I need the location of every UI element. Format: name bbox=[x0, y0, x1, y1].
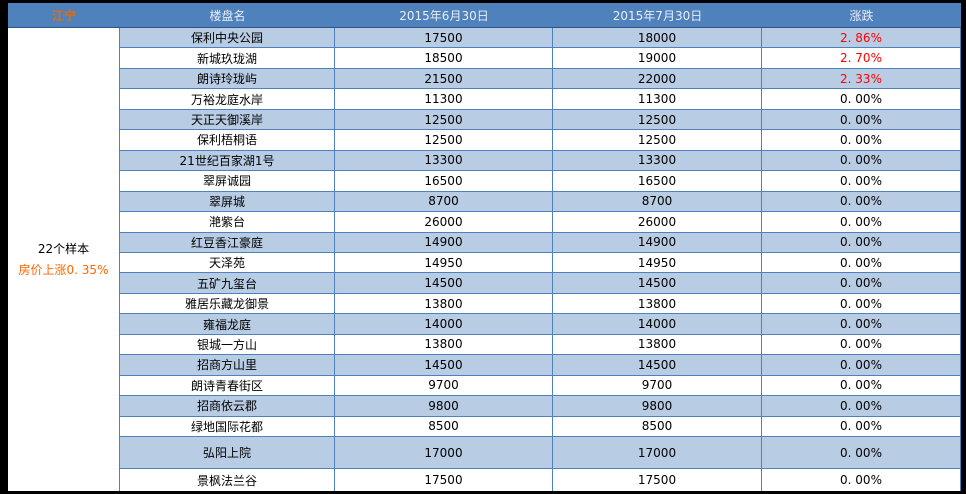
property-name-cell: 翠屏城 bbox=[120, 191, 335, 213]
change-cell: 0. 00% bbox=[762, 437, 961, 469]
price-june-cell: 12500 bbox=[335, 109, 553, 131]
change-cell: 2. 86% bbox=[762, 28, 961, 49]
price-july-cell: 8500 bbox=[553, 416, 762, 437]
change-cell: 0. 00% bbox=[762, 150, 961, 172]
price-july-cell: 13800 bbox=[553, 293, 762, 315]
change-cell: 0. 00% bbox=[762, 293, 961, 315]
property-name-cell: 天正天御溪岸 bbox=[120, 109, 335, 131]
price-july-cell: 14000 bbox=[553, 314, 762, 335]
change-cell: 0. 00% bbox=[762, 355, 961, 376]
change-cell: 0. 00% bbox=[762, 273, 961, 294]
change-cell: 0. 00% bbox=[762, 334, 961, 356]
price-july-cell: 19000 bbox=[553, 48, 762, 69]
price-june-cell: 9700 bbox=[335, 375, 553, 397]
table-grid: 江宁 楼盘名 2015年6月30日 2015年7月30日 涨跌 22个样本 房价… bbox=[8, 3, 961, 491]
price-july-cell: 16500 bbox=[553, 171, 762, 192]
price-july-cell: 13800 bbox=[553, 334, 762, 356]
price-june-cell: 8700 bbox=[335, 191, 553, 213]
property-name-cell: 保利梧桐语 bbox=[120, 130, 335, 151]
price-july-cell: 18000 bbox=[553, 28, 762, 49]
price-july-cell: 14900 bbox=[553, 232, 762, 253]
price-june-cell: 17500 bbox=[335, 28, 553, 49]
property-name-cell: 银城一方山 bbox=[120, 334, 335, 356]
price-june-cell: 13300 bbox=[335, 150, 553, 172]
price-june-cell: 14950 bbox=[335, 252, 553, 274]
price-june-cell: 18500 bbox=[335, 48, 553, 69]
sample-summary-cell: 22个样本 房价上涨0. 35% bbox=[8, 28, 120, 491]
sample-count-label: 22个样本 bbox=[37, 242, 90, 257]
price-july-cell: 9700 bbox=[553, 375, 762, 397]
change-cell: 0. 00% bbox=[762, 396, 961, 417]
property-name-cell: 万裕龙庭水岸 bbox=[120, 89, 335, 110]
price-july-cell: 9800 bbox=[553, 396, 762, 417]
change-cell: 0. 00% bbox=[762, 212, 961, 233]
property-name-cell: 保利中央公园 bbox=[120, 28, 335, 49]
change-cell: 0. 00% bbox=[762, 130, 961, 151]
price-july-cell: 22000 bbox=[553, 68, 762, 90]
property-name-cell: 雅居乐藏龙御景 bbox=[120, 293, 335, 315]
price-june-cell: 9800 bbox=[335, 396, 553, 417]
property-name-cell: 新城玖珑湖 bbox=[120, 48, 335, 69]
price-june-cell: 14900 bbox=[335, 232, 553, 253]
change-cell: 2. 33% bbox=[762, 68, 961, 90]
price-june-cell: 14000 bbox=[335, 314, 553, 335]
property-name-cell: 翠屏诚园 bbox=[120, 171, 335, 192]
price-july-cell: 26000 bbox=[553, 212, 762, 233]
price-july-cell: 12500 bbox=[553, 109, 762, 131]
property-name-cell: 弘阳上院 bbox=[120, 437, 335, 469]
change-cell: 0. 00% bbox=[762, 416, 961, 437]
property-name-cell: 滟紫台 bbox=[120, 212, 335, 233]
price-july-cell: 14950 bbox=[553, 252, 762, 274]
change-cell: 0. 00% bbox=[762, 232, 961, 253]
property-name-cell: 招商依云郡 bbox=[120, 396, 335, 417]
property-name-cell: 朗诗青春街区 bbox=[120, 375, 335, 397]
price-june-cell: 13800 bbox=[335, 334, 553, 356]
property-name-cell: 21世纪百家湖1号 bbox=[120, 150, 335, 172]
change-cell: 2. 70% bbox=[762, 48, 961, 69]
price-june-cell: 13800 bbox=[335, 293, 553, 315]
price-june-cell: 14500 bbox=[335, 355, 553, 376]
change-cell: 0. 00% bbox=[762, 89, 961, 110]
price-july-cell: 14500 bbox=[553, 355, 762, 376]
price-june-cell: 26000 bbox=[335, 212, 553, 233]
property-name-cell: 雍福龙庭 bbox=[120, 314, 335, 335]
price-trend-label: 房价上涨0. 35% bbox=[18, 262, 109, 277]
property-name-cell: 五矿九玺台 bbox=[120, 273, 335, 294]
property-name-cell: 招商方山里 bbox=[120, 355, 335, 376]
price-july-cell: 11300 bbox=[553, 89, 762, 110]
change-cell: 0. 00% bbox=[762, 191, 961, 213]
change-cell: 0. 00% bbox=[762, 109, 961, 131]
price-june-cell: 16500 bbox=[335, 171, 553, 192]
price-july-cell: 14500 bbox=[553, 273, 762, 294]
price-july-cell: 13300 bbox=[553, 150, 762, 172]
price-june-cell: 17000 bbox=[335, 437, 553, 469]
header-property-name: 楼盘名 bbox=[120, 3, 335, 28]
header-change: 涨跌 bbox=[762, 3, 961, 28]
change-cell: 0. 00% bbox=[762, 314, 961, 335]
price-june-cell: 11300 bbox=[335, 89, 553, 110]
property-name-cell: 绿地国际花都 bbox=[120, 416, 335, 437]
price-july-cell: 12500 bbox=[553, 130, 762, 151]
property-name-cell: 朗诗玲珑屿 bbox=[120, 68, 335, 90]
price-june-cell: 17500 bbox=[335, 469, 553, 491]
header-region: 江宁 bbox=[8, 3, 120, 28]
price-july-cell: 17500 bbox=[553, 469, 762, 491]
property-name-cell: 红豆香江豪庭 bbox=[120, 232, 335, 253]
header-date-june: 2015年6月30日 bbox=[335, 3, 553, 28]
price-june-cell: 21500 bbox=[335, 68, 553, 90]
header-date-july: 2015年7月30日 bbox=[553, 3, 762, 28]
price-july-cell: 8700 bbox=[553, 191, 762, 213]
change-cell: 0. 00% bbox=[762, 252, 961, 274]
change-cell: 0. 00% bbox=[762, 375, 961, 397]
price-july-cell: 17000 bbox=[553, 437, 762, 469]
price-june-cell: 14500 bbox=[335, 273, 553, 294]
property-name-cell: 天泽苑 bbox=[120, 252, 335, 274]
property-name-cell: 景枫法兰谷 bbox=[120, 469, 335, 491]
change-cell: 0. 00% bbox=[762, 469, 961, 491]
price-june-cell: 8500 bbox=[335, 416, 553, 437]
price-june-cell: 12500 bbox=[335, 130, 553, 151]
change-cell: 0. 00% bbox=[762, 171, 961, 192]
